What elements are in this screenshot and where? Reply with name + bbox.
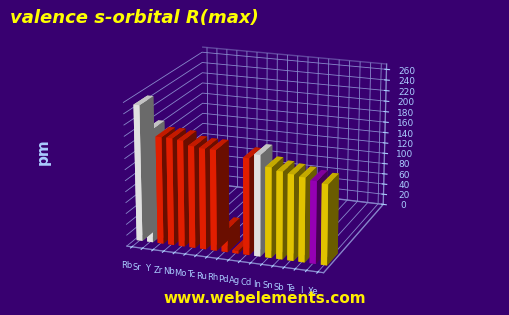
Text: valence s-orbital R(max): valence s-orbital R(max) — [10, 9, 259, 27]
Text: pm: pm — [36, 138, 51, 164]
Text: www.webelements.com: www.webelements.com — [163, 290, 366, 306]
